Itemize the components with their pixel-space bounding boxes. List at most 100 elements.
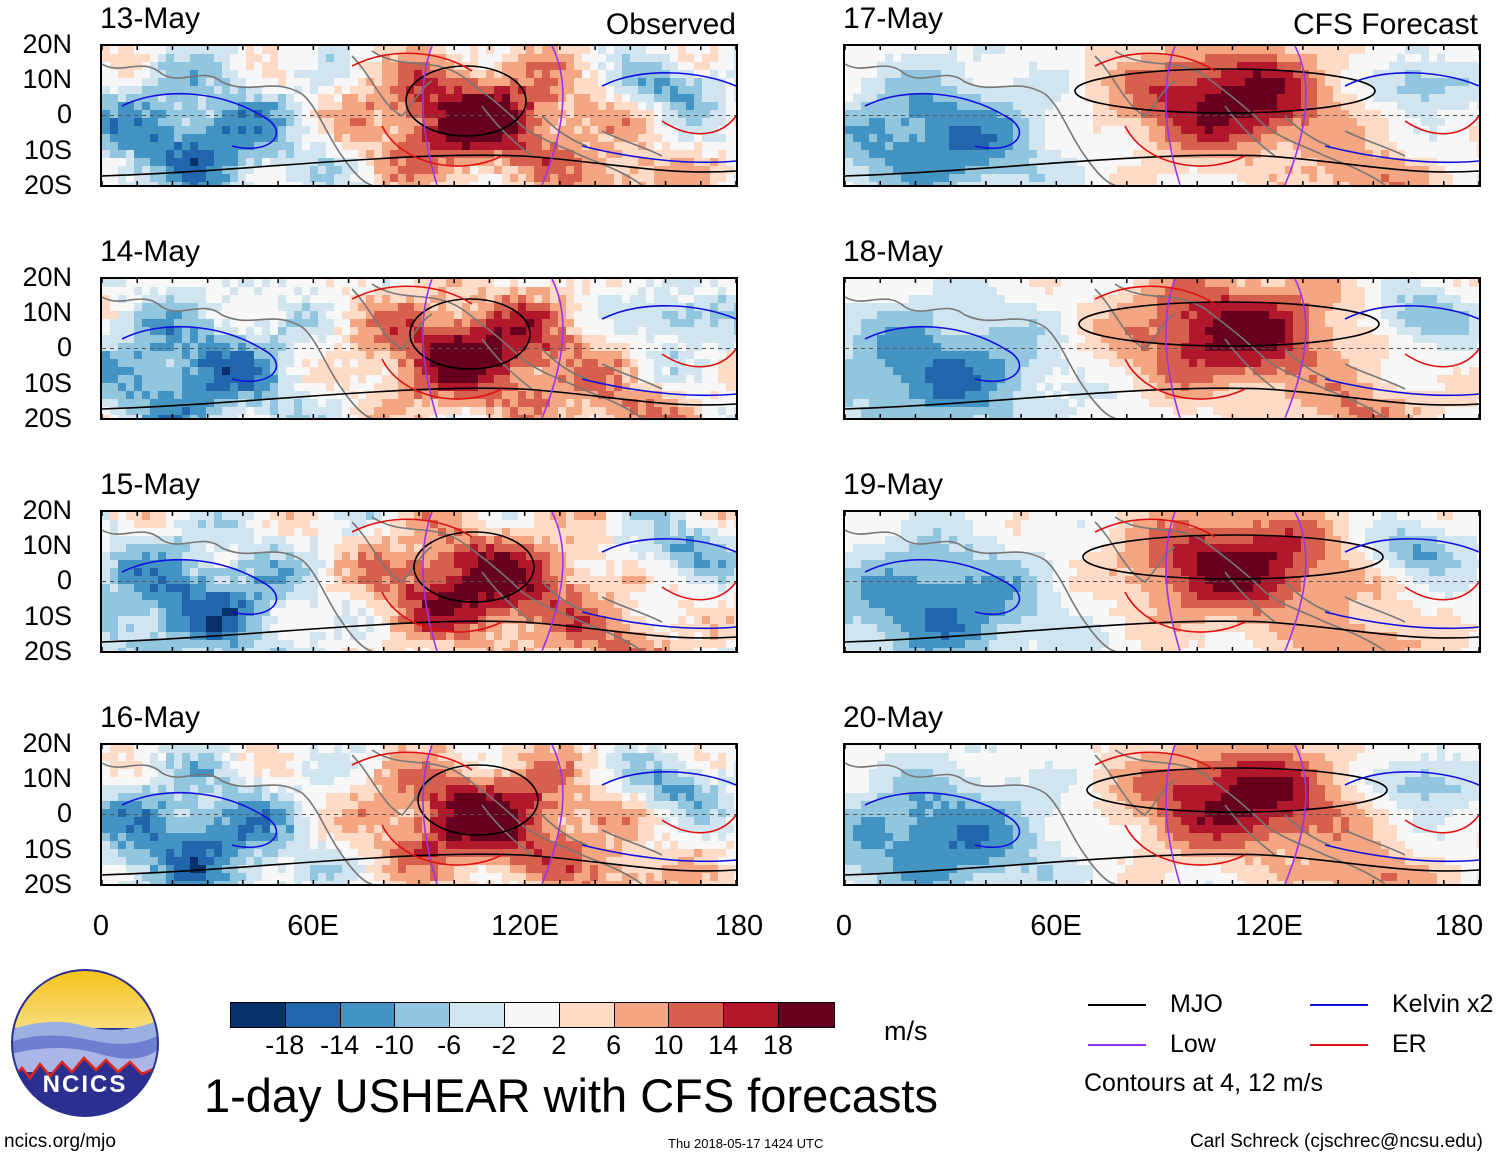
field-cell bbox=[390, 512, 398, 520]
field-cell bbox=[182, 512, 190, 520]
field-cell bbox=[382, 150, 390, 158]
field-cell bbox=[470, 174, 478, 182]
field-cell bbox=[158, 335, 166, 343]
field-cell bbox=[270, 158, 278, 166]
field-cell bbox=[134, 166, 142, 174]
field-cell bbox=[598, 512, 606, 520]
field-cell bbox=[238, 279, 246, 287]
field-cell bbox=[718, 110, 726, 118]
field-cell bbox=[286, 777, 294, 785]
field-cell bbox=[510, 407, 518, 415]
field-cell bbox=[542, 182, 550, 185]
field-cell bbox=[214, 70, 222, 78]
field-cell bbox=[222, 560, 230, 568]
field-cell bbox=[630, 303, 638, 311]
field-cell bbox=[326, 279, 334, 287]
field-cell bbox=[614, 110, 622, 118]
field-cell bbox=[422, 327, 430, 335]
field-cell bbox=[630, 648, 638, 651]
field-cell bbox=[190, 753, 198, 761]
field-cell bbox=[254, 640, 262, 648]
field-cell bbox=[198, 150, 206, 158]
field-cell bbox=[590, 150, 598, 158]
field-cell bbox=[214, 54, 222, 62]
field-cell bbox=[278, 359, 286, 367]
field-cell bbox=[198, 182, 206, 185]
field-cell bbox=[366, 110, 374, 118]
field-cell bbox=[254, 295, 262, 303]
field-cell bbox=[502, 142, 510, 150]
field-cell bbox=[150, 335, 158, 343]
field-cell bbox=[406, 632, 414, 640]
field-cell bbox=[158, 126, 166, 134]
field-cell bbox=[694, 415, 702, 418]
field-cell bbox=[670, 319, 678, 327]
field-cell bbox=[270, 568, 278, 576]
field-cell bbox=[662, 520, 670, 528]
field-cell bbox=[302, 648, 310, 651]
field-cell bbox=[174, 118, 182, 126]
field-cell bbox=[134, 94, 142, 102]
field-cell bbox=[350, 536, 358, 544]
field-cell bbox=[638, 367, 646, 375]
field-cell bbox=[366, 359, 374, 367]
field-cell bbox=[174, 54, 182, 62]
field-cell bbox=[446, 777, 454, 785]
field-cell bbox=[606, 295, 614, 303]
field-cell bbox=[174, 279, 182, 287]
field-cell bbox=[102, 303, 110, 311]
field-cell bbox=[486, 367, 494, 375]
field-cell bbox=[582, 616, 590, 624]
map-panel-16-may bbox=[100, 743, 738, 886]
field-cell bbox=[726, 295, 734, 303]
field-cell bbox=[390, 343, 398, 351]
field-cell bbox=[246, 359, 254, 367]
field-cell bbox=[638, 94, 646, 102]
field-cell bbox=[566, 54, 574, 62]
field-cell bbox=[350, 785, 358, 793]
field-cell bbox=[630, 576, 638, 584]
field-cell bbox=[174, 150, 182, 158]
field-cell bbox=[230, 552, 238, 560]
field-cell bbox=[470, 552, 478, 560]
field-cell bbox=[470, 327, 478, 335]
field-cell bbox=[478, 174, 486, 182]
field-cell bbox=[526, 520, 534, 528]
field-cell bbox=[110, 616, 118, 624]
field-cell bbox=[622, 343, 630, 351]
field-cell bbox=[630, 142, 638, 150]
field-cell bbox=[142, 86, 150, 94]
field-cell bbox=[190, 94, 198, 102]
field-cell bbox=[430, 632, 438, 640]
field-cell bbox=[150, 624, 158, 632]
field-cell bbox=[670, 351, 678, 359]
field-cell bbox=[470, 407, 478, 415]
field-cell bbox=[134, 287, 142, 295]
field-cell bbox=[158, 560, 166, 568]
field-cell bbox=[182, 785, 190, 793]
field-cell bbox=[142, 158, 150, 166]
field-cell bbox=[286, 78, 294, 86]
field-cell bbox=[198, 70, 206, 78]
field-cell bbox=[238, 528, 246, 536]
field-cell bbox=[518, 46, 526, 54]
field-cell bbox=[110, 769, 118, 777]
field-cell bbox=[662, 375, 670, 383]
field-cell bbox=[398, 592, 406, 600]
field-cell bbox=[454, 399, 462, 407]
field-cell bbox=[550, 327, 558, 335]
field-cell bbox=[526, 769, 534, 777]
field-cell bbox=[326, 608, 334, 616]
field-cell bbox=[126, 584, 134, 592]
field-cell bbox=[398, 126, 406, 134]
field-cell bbox=[254, 745, 262, 753]
field-cell bbox=[622, 46, 630, 54]
field-cell bbox=[718, 62, 726, 70]
field-cell bbox=[566, 552, 574, 560]
field-cell bbox=[190, 150, 198, 158]
field-cell bbox=[470, 608, 478, 616]
field-cell bbox=[462, 592, 470, 600]
field-cell bbox=[606, 359, 614, 367]
field-cell bbox=[374, 54, 382, 62]
field-cell bbox=[230, 777, 238, 785]
